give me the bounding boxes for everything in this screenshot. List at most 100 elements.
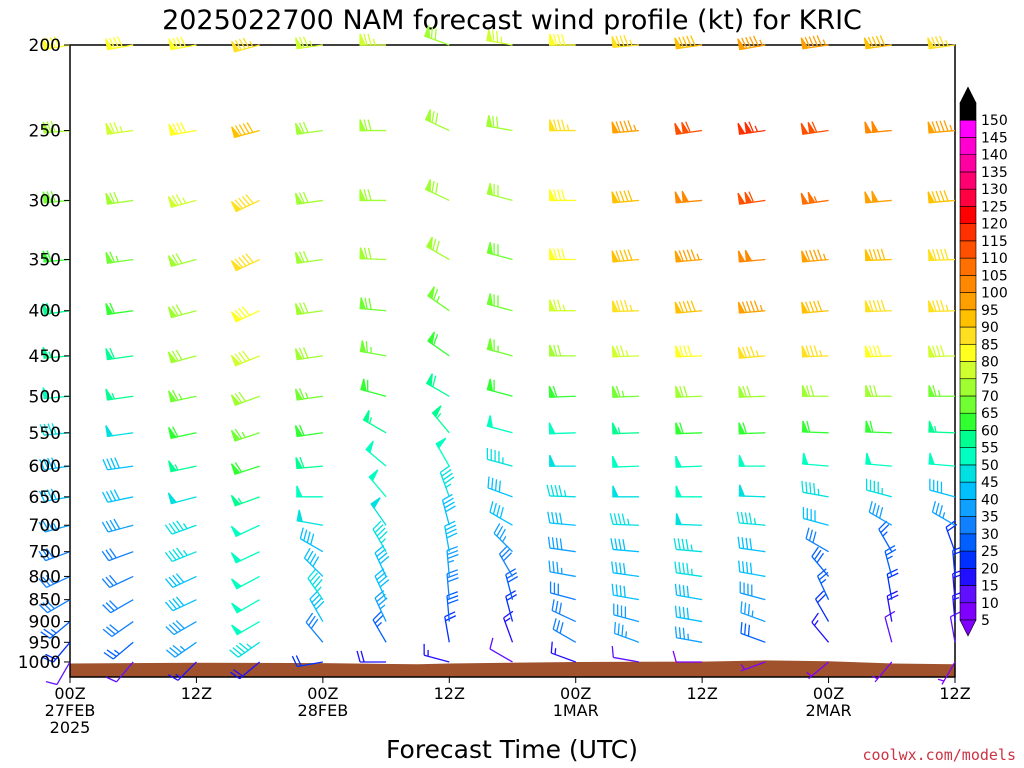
- y-tick-label: 950: [29, 633, 61, 653]
- barb-full: [749, 562, 753, 575]
- wind-barb: [928, 420, 956, 434]
- barb-full: [241, 306, 251, 316]
- barb-full: [238, 256, 247, 267]
- barb-staff: [886, 573, 893, 600]
- barb-full: [559, 622, 564, 634]
- barb-full: [242, 37, 250, 49]
- barb-pennant: [295, 457, 303, 470]
- wind-barb: [165, 641, 197, 658]
- barb-full: [876, 345, 882, 357]
- y-tick-label: 800: [29, 567, 61, 587]
- barb-full: [745, 301, 752, 313]
- barb-full: [313, 597, 323, 607]
- wind-barb: [610, 538, 639, 553]
- barb-pennant: [167, 255, 178, 268]
- wind-barb: [674, 561, 703, 578]
- barb-pennant: [737, 346, 746, 359]
- barb-full: [50, 190, 56, 202]
- barb-full: [295, 655, 302, 667]
- barb-full: [613, 513, 618, 525]
- barb-full: [619, 585, 622, 597]
- wind-barb: [167, 194, 197, 208]
- barb-staff: [49, 621, 71, 639]
- barb-full: [110, 457, 116, 469]
- wind-barb: [547, 511, 576, 526]
- barb-pennant: [486, 415, 494, 429]
- wind-barb: [444, 611, 457, 643]
- barb-full: [53, 36, 60, 48]
- barb-full: [498, 480, 501, 493]
- barb-full: [496, 30, 499, 43]
- barb-pennant: [864, 345, 872, 358]
- barb-full: [496, 525, 504, 537]
- wind-barb: [552, 618, 577, 643]
- barb-full: [611, 561, 614, 573]
- wind-barb: [444, 520, 458, 552]
- barb-staff: [446, 595, 450, 622]
- barb-full: [446, 532, 458, 539]
- barb-full: [102, 604, 112, 614]
- barb-pennant: [105, 388, 114, 401]
- barb-full: [619, 120, 625, 133]
- colorbar-label: 95: [981, 303, 999, 319]
- barb-full: [867, 36, 874, 48]
- colorbar-swatch: [959, 119, 977, 138]
- barb-full: [367, 33, 372, 46]
- barb-half: [751, 610, 754, 617]
- barb-pennant: [105, 192, 114, 205]
- y-tick-label: 450: [29, 347, 61, 367]
- barb-full: [615, 35, 621, 47]
- barb-pennant: [168, 390, 178, 403]
- barb-full: [47, 457, 53, 469]
- barb-full: [932, 300, 937, 312]
- barb-pennant: [167, 196, 178, 208]
- barb-full: [809, 249, 815, 262]
- barb-full: [813, 300, 819, 312]
- wind-barb: [613, 621, 640, 643]
- wind-barb: [294, 191, 323, 205]
- barb-pennant: [424, 109, 432, 123]
- wind-barb: [611, 35, 639, 48]
- barb-staff: [676, 616, 703, 623]
- wind-barb: [294, 424, 323, 438]
- barb-full: [168, 550, 177, 561]
- barb-half: [690, 568, 693, 576]
- barb-half: [111, 392, 116, 400]
- wind-barb: [801, 452, 829, 467]
- barb-full: [686, 300, 692, 312]
- barb-half: [822, 39, 827, 46]
- barb-full: [376, 548, 386, 557]
- barb-pennant: [801, 384, 809, 397]
- colorbar-label: 15: [981, 579, 999, 595]
- barb-pennant: [105, 122, 114, 135]
- barb-full: [808, 529, 814, 541]
- barb-staff: [107, 524, 134, 533]
- barb-pennant: [801, 452, 809, 466]
- barb-full: [561, 119, 566, 131]
- barb-full: [809, 385, 815, 397]
- barb-staff: [808, 661, 829, 680]
- barb-full: [559, 512, 563, 525]
- barb-full: [234, 125, 242, 136]
- barb-full: [175, 349, 183, 361]
- barb-full: [314, 579, 323, 589]
- wind-barb: [229, 641, 261, 658]
- barb-full: [171, 350, 179, 362]
- barb-full: [376, 571, 386, 581]
- barb-full: [234, 462, 243, 473]
- barb-full: [749, 300, 756, 312]
- barb-half: [246, 643, 252, 649]
- y-axis: 200 250 300 350 400 450 500 550 600 650 700 750 800 8…: [18, 36, 70, 673]
- x-tick-label: 28FEB: [298, 701, 349, 720]
- barb-full: [164, 551, 173, 562]
- barb-pennant: [230, 429, 241, 442]
- colorbar-swatch: [959, 206, 977, 224]
- wind-barb: [303, 547, 324, 577]
- wind-barb: [548, 560, 576, 578]
- barb-half: [502, 536, 507, 543]
- wind-barb: [611, 455, 639, 468]
- wind-barb: [613, 603, 640, 623]
- colorbar-label: 50: [981, 458, 999, 474]
- wind-barb: [612, 485, 639, 498]
- barb-staff: [56, 661, 71, 685]
